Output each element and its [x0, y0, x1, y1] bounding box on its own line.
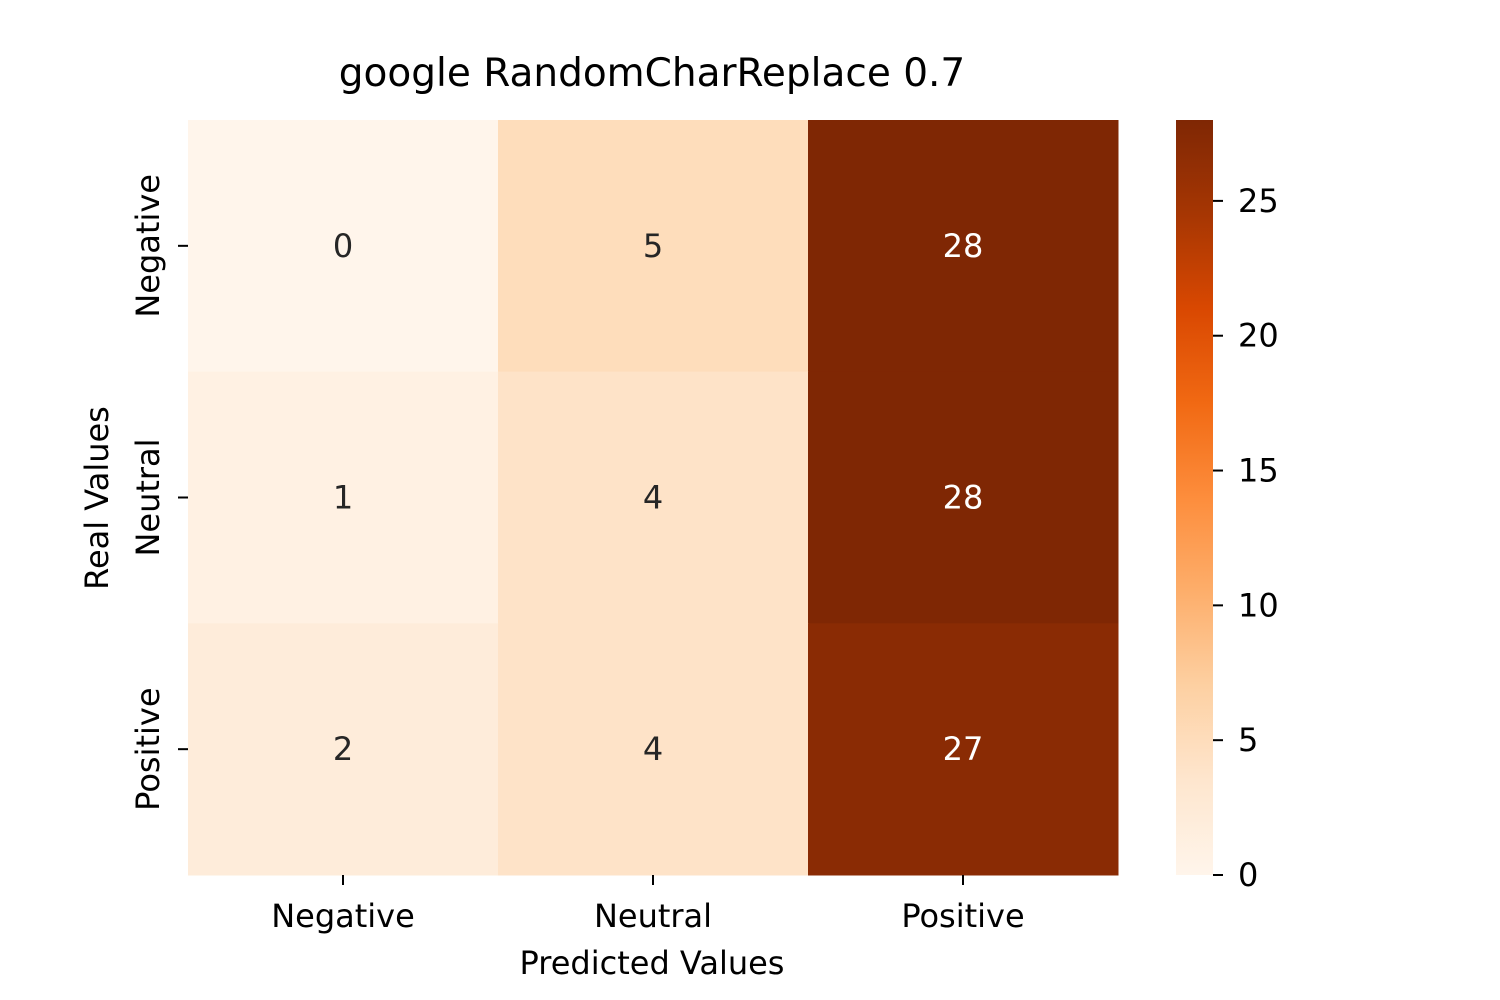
heatmap-cell [498, 623, 809, 876]
y-tick-label: Positive [129, 687, 167, 810]
colorbar [1176, 120, 1213, 875]
x-tick-label: Neutral [594, 897, 712, 935]
heatmap-cell [188, 371, 499, 624]
x-tick-label: Positive [901, 897, 1024, 935]
y-axis-label: Real Values [78, 406, 116, 590]
x-axis-label: Predicted Values [520, 944, 785, 982]
cell-value-label: 0 [333, 227, 353, 265]
chart-title: google RandomCharReplace 0.7 [339, 51, 966, 96]
cell-value-label: 5 [643, 227, 663, 265]
heatmap-cell [808, 623, 1119, 876]
heatmap-cell [188, 623, 499, 876]
colorbar-ticks: 0 5 10 15 20 25 [1213, 182, 1279, 894]
cell-value-label: 4 [643, 730, 663, 768]
y-tick-label: Negative [129, 174, 167, 318]
cell-value-label: 2 [333, 730, 353, 768]
heatmap-cells [188, 120, 1119, 876]
colorbar-tick-label: 5 [1238, 721, 1258, 759]
heatmap-cell [188, 120, 499, 373]
cell-value-label: 4 [643, 479, 663, 517]
colorbar-tick-label: 0 [1238, 856, 1258, 894]
x-tick-label: Negative [271, 897, 415, 935]
heatmap-cell [808, 371, 1119, 624]
colorbar-tick-label: 10 [1238, 586, 1279, 624]
heatmap-cell-labels: 0 5 28 1 4 28 2 4 27 [333, 227, 984, 768]
heatmap-cell [498, 371, 809, 624]
cell-value-label: 28 [943, 479, 984, 517]
x-axis: Negative Neutral Positive [271, 875, 1025, 935]
cell-value-label: 1 [333, 479, 353, 517]
cell-value-label: 27 [943, 730, 984, 768]
colorbar-tick-label: 15 [1238, 452, 1279, 490]
colorbar-tick-label: 25 [1238, 182, 1279, 220]
heatmap-cell [498, 120, 809, 373]
y-axis: Negative Neutral Positive [129, 174, 188, 811]
cell-value-label: 28 [943, 227, 984, 265]
y-tick-label: Neutral [129, 438, 167, 556]
colorbar-tick-label: 20 [1238, 317, 1279, 355]
heatmap-cell [808, 120, 1119, 373]
